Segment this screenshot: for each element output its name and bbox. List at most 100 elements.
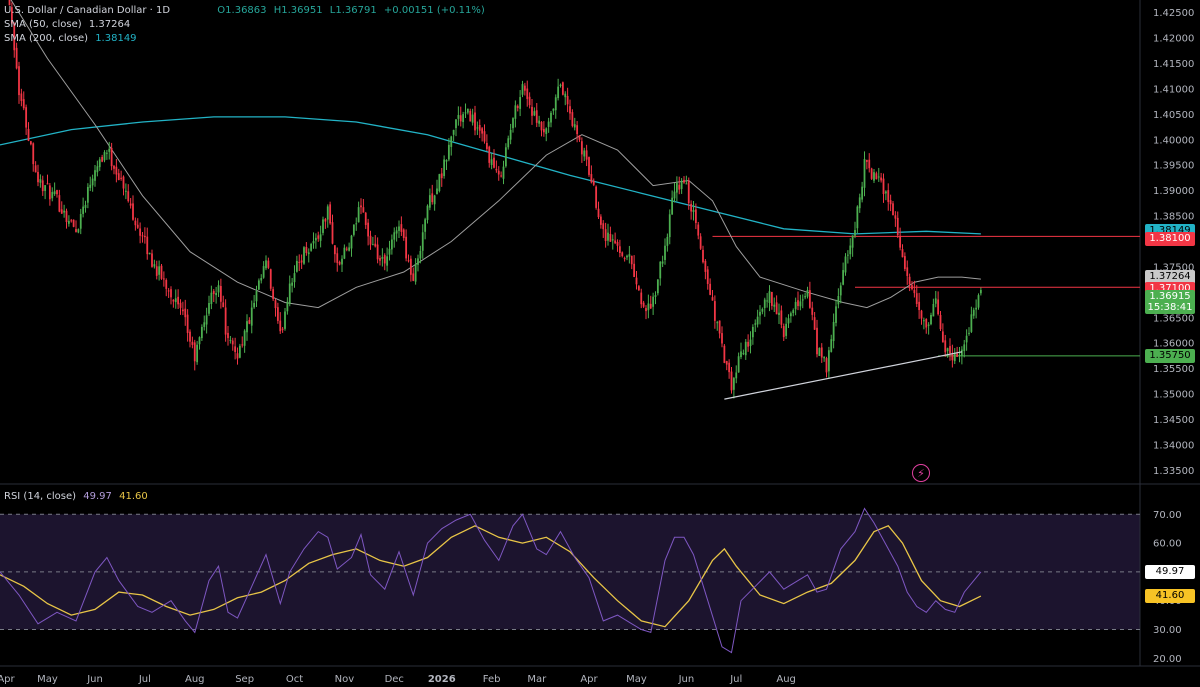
candle[interactable]: [737, 352, 740, 373]
candle[interactable]: [431, 184, 434, 205]
candle[interactable]: [830, 334, 833, 353]
candle[interactable]: [759, 305, 761, 325]
candle[interactable]: [896, 211, 899, 239]
candle[interactable]: [440, 167, 443, 187]
candle[interactable]: [523, 82, 526, 96]
candle[interactable]: [766, 293, 769, 308]
candle[interactable]: [521, 80, 524, 98]
candle[interactable]: [291, 278, 294, 293]
horizontal-levels[interactable]: [712, 235, 1141, 357]
candle[interactable]: [215, 286, 218, 304]
candle[interactable]: [345, 246, 348, 252]
candle[interactable]: [212, 289, 215, 303]
candle[interactable]: [751, 324, 754, 345]
candle[interactable]: [447, 138, 450, 162]
candle[interactable]: [806, 286, 809, 299]
candle[interactable]: [63, 204, 66, 218]
candle[interactable]: [141, 231, 144, 243]
candle[interactable]: [310, 242, 313, 252]
candle[interactable]: [542, 121, 545, 137]
candle[interactable]: [794, 297, 797, 316]
candle[interactable]: [193, 339, 196, 371]
candle[interactable]: [656, 279, 659, 296]
candle[interactable]: [205, 307, 208, 334]
candle[interactable]: [234, 337, 237, 360]
candle[interactable]: [609, 226, 612, 242]
candle[interactable]: [379, 255, 381, 266]
candle[interactable]: [307, 248, 310, 263]
candle[interactable]: [711, 290, 714, 301]
candle[interactable]: [927, 322, 930, 335]
trendline-group[interactable]: [724, 351, 962, 400]
candle[interactable]: [865, 159, 868, 170]
candle[interactable]: [364, 211, 367, 229]
candle[interactable]: [32, 142, 35, 172]
candle[interactable]: [288, 275, 291, 307]
candle[interactable]: [136, 218, 139, 229]
candle[interactable]: [618, 239, 621, 258]
candle[interactable]: [778, 303, 780, 325]
candle[interactable]: [224, 299, 227, 342]
candle[interactable]: [497, 166, 500, 181]
candle[interactable]: [117, 168, 120, 181]
candle[interactable]: [474, 105, 476, 136]
candle[interactable]: [41, 175, 44, 196]
candle[interactable]: [547, 117, 550, 133]
candle[interactable]: [181, 301, 184, 316]
candle[interactable]: [773, 297, 776, 313]
candle[interactable]: [846, 250, 849, 264]
candle[interactable]: [53, 182, 56, 196]
candle[interactable]: [409, 255, 412, 282]
candle[interactable]: [108, 141, 111, 160]
candle[interactable]: [272, 286, 275, 302]
candle[interactable]: [72, 219, 75, 228]
candle[interactable]: [200, 324, 203, 341]
candle[interactable]: [56, 189, 58, 198]
candle[interactable]: [253, 295, 256, 309]
candle[interactable]: [621, 251, 624, 258]
candle[interactable]: [640, 288, 643, 309]
candle[interactable]: [255, 285, 258, 308]
candle[interactable]: [880, 172, 883, 183]
candle[interactable]: [642, 300, 645, 308]
candle[interactable]: [483, 124, 486, 144]
candle[interactable]: [566, 87, 569, 113]
candle[interactable]: [395, 226, 398, 242]
candle[interactable]: [789, 311, 792, 323]
candle[interactable]: [75, 220, 77, 233]
candle[interactable]: [744, 339, 747, 360]
candle[interactable]: [690, 200, 693, 220]
candle[interactable]: [284, 308, 286, 331]
candle[interactable]: [319, 225, 322, 248]
candle[interactable]: [433, 194, 436, 211]
candle[interactable]: [478, 119, 481, 139]
candle[interactable]: [162, 271, 165, 287]
candle[interactable]: [654, 291, 657, 305]
candle[interactable]: [262, 261, 265, 279]
candle[interactable]: [417, 254, 419, 272]
candle[interactable]: [540, 121, 543, 137]
candle[interactable]: [531, 98, 533, 125]
candle[interactable]: [763, 297, 766, 317]
candle[interactable]: [177, 289, 180, 309]
candle[interactable]: [602, 220, 605, 238]
candle[interactable]: [317, 231, 320, 242]
candle[interactable]: [203, 315, 206, 331]
candle[interactable]: [906, 260, 909, 285]
candle[interactable]: [260, 274, 263, 284]
candle[interactable]: [635, 271, 638, 290]
candle[interactable]: [450, 135, 453, 156]
candle[interactable]: [490, 153, 493, 170]
candle[interactable]: [445, 159, 448, 170]
candle[interactable]: [970, 306, 973, 334]
candle[interactable]: [443, 155, 446, 179]
candle[interactable]: [174, 289, 177, 309]
candle[interactable]: [894, 211, 897, 227]
candle[interactable]: [438, 173, 441, 193]
candle[interactable]: [583, 147, 586, 162]
candle[interactable]: [552, 108, 555, 115]
candle[interactable]: [158, 260, 161, 281]
candle[interactable]: [787, 314, 790, 329]
candle[interactable]: [528, 92, 531, 109]
candle[interactable]: [48, 182, 51, 206]
